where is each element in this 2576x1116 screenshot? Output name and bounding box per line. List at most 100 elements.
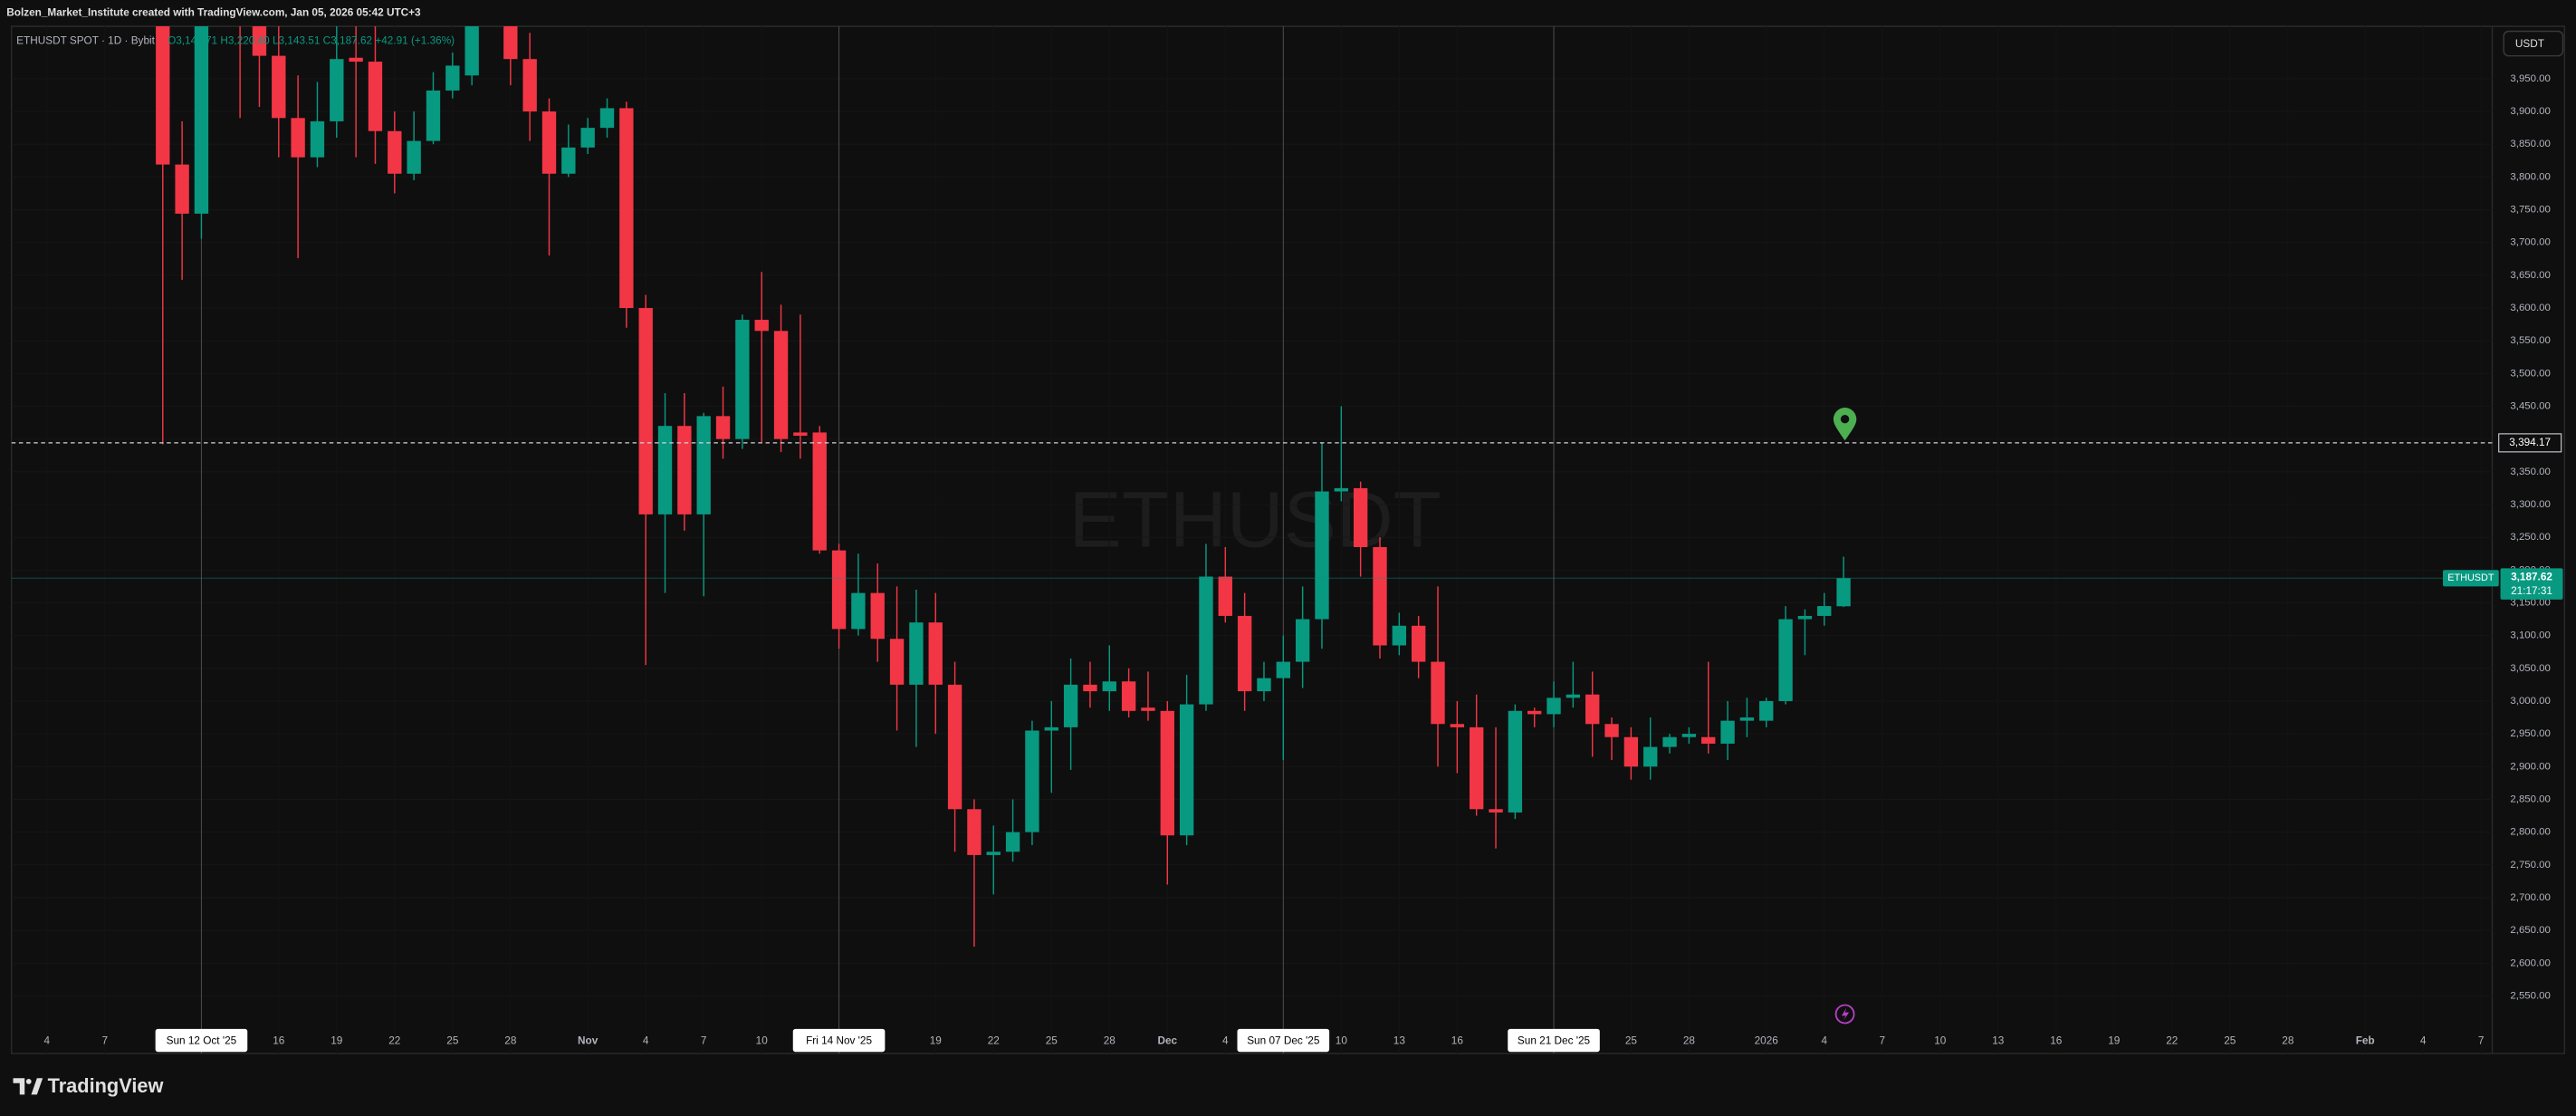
candle-body	[773, 331, 789, 439]
candle-body	[715, 416, 731, 439]
candle-body	[1392, 625, 1407, 646]
candle-body	[1063, 684, 1078, 727]
candle-body	[1604, 724, 1619, 737]
candle-body	[1315, 491, 1329, 620]
candle-body	[1141, 707, 1155, 711]
candle-body	[793, 432, 808, 437]
candle-body	[252, 26, 267, 56]
candle-body	[445, 65, 460, 91]
x-tick-label: 13	[1393, 1035, 1406, 1047]
candle-body	[831, 550, 847, 630]
x-tick-highlight	[792, 1028, 886, 1053]
x-tick-label: 25	[1046, 1035, 1058, 1047]
y-tick-label: 3,500.00	[2510, 368, 2550, 379]
pin-icon	[1833, 407, 1857, 441]
x-tick-label: 16	[2050, 1035, 2063, 1047]
x-tick-label: 7	[2478, 1035, 2485, 1047]
x-tick-label: 7	[101, 1035, 108, 1047]
candle-body	[1566, 694, 1581, 698]
candle-body	[1662, 736, 1677, 747]
y-tick-label: 3,550.00	[2510, 335, 2550, 346]
credit: Bolzen_Market_Institute created with Tra…	[6, 7, 421, 19]
last-price-name-tag	[2443, 570, 2499, 587]
x-tick-label: 2026	[1755, 1035, 1779, 1047]
candle-body	[967, 809, 982, 855]
x-tick-label: 16	[273, 1035, 285, 1047]
last-price-label: 3,187.62	[2511, 571, 2552, 582]
candle-body	[947, 684, 962, 810]
currency[interactable]: USDT	[2515, 38, 2544, 50]
y-tick-label: 3,250.00	[2510, 532, 2550, 543]
candle-body	[1469, 726, 1484, 810]
y-tick-label: 2,700.00	[2510, 892, 2550, 903]
x-tick-label: 25	[1625, 1035, 1638, 1047]
y-tick-label: 3,000.00	[2510, 696, 2550, 707]
x-tick-label: 28	[1104, 1035, 1116, 1047]
y-tick-label: 3,100.00	[2510, 630, 2550, 641]
price-line-tag	[2498, 433, 2562, 453]
price-line-label: 3,394.17	[2509, 437, 2551, 448]
brand-name: TradingView	[48, 1074, 164, 1097]
y-tick-label: 2,800.00	[2510, 827, 2550, 838]
candle-body	[1489, 809, 1503, 813]
candle-body	[1759, 700, 1774, 721]
candle-body	[1778, 619, 1793, 701]
symbol-info: ETHUSDT SPOT · 1D · Bybit	[16, 34, 155, 46]
y-tick-label: 2,950.00	[2510, 728, 2550, 739]
x-tick-label: 10	[756, 1035, 769, 1047]
x-tick-label: 16	[1451, 1035, 1464, 1047]
y-tick-label: 3,050.00	[2510, 663, 2550, 674]
candle-body	[1508, 710, 1523, 813]
x-tick-label: Nov	[578, 1035, 599, 1047]
y-tick-label: 3,350.00	[2510, 467, 2550, 477]
candle-body	[1373, 546, 1387, 646]
ohlc-info: O3,144.71 H3,220.40 L3,143.51 C3,187.62 …	[168, 34, 455, 46]
candle-body	[1353, 487, 1368, 547]
y-tick-label: 3,650.00	[2510, 270, 2550, 281]
x-tick-label: Sun 12 Oct '25	[167, 1035, 237, 1047]
candle-body	[310, 120, 325, 158]
candle-body	[870, 592, 885, 640]
x-tick-label: 7	[701, 1035, 707, 1047]
candle-body	[407, 140, 421, 174]
candle-body	[1179, 704, 1194, 836]
candle-body	[812, 432, 827, 551]
x-tick-label: 4	[1821, 1035, 1827, 1047]
y-tick-label: 3,450.00	[2510, 401, 2550, 412]
y-tick-label: 3,750.00	[2510, 205, 2550, 216]
last-price-name: ETHUSDT	[2447, 572, 2495, 583]
candle-body	[1102, 681, 1116, 692]
candle-body	[1739, 717, 1755, 721]
x-tick-label: 22	[388, 1035, 400, 1047]
candle-body	[1585, 694, 1600, 725]
x-tick-label: 4	[2420, 1035, 2427, 1047]
x-tick-label: 4	[1222, 1035, 1229, 1047]
candle-body	[889, 639, 905, 685]
x-tick-label: Feb	[2356, 1035, 2375, 1047]
x-tick-label: 22	[2166, 1035, 2178, 1047]
candle-body	[1025, 730, 1039, 832]
x-tick-label: 19	[930, 1035, 942, 1047]
candle-body	[1237, 615, 1252, 692]
axes: 2,550.00 2,600.00 2,650.00 2,700.00 2,750.00…	[43, 73, 2563, 1053]
x-tick-label: 25	[2224, 1035, 2236, 1047]
chart-frame	[10, 25, 2566, 1054]
x-tick-label: 4	[43, 1035, 50, 1047]
candle-body	[1720, 720, 1735, 744]
x-tick-label: 10	[1934, 1035, 1947, 1047]
x-tick-label: 7	[1879, 1035, 1885, 1047]
y-tick-label: 3,150.00	[2510, 597, 2550, 608]
candle-body	[291, 118, 305, 158]
x-tick-label: 19	[330, 1035, 342, 1047]
x-tick-label: 10	[1336, 1035, 1348, 1047]
currency-box[interactable]	[2503, 30, 2564, 57]
candle-body	[1836, 578, 1851, 607]
candle-body	[175, 164, 189, 214]
candle-body	[599, 108, 615, 129]
candle-body	[1257, 678, 1271, 692]
y-tick-label: 2,750.00	[2510, 860, 2550, 871]
candle-body	[1817, 606, 1832, 616]
candle-body	[619, 108, 634, 309]
candle-body	[754, 320, 769, 332]
